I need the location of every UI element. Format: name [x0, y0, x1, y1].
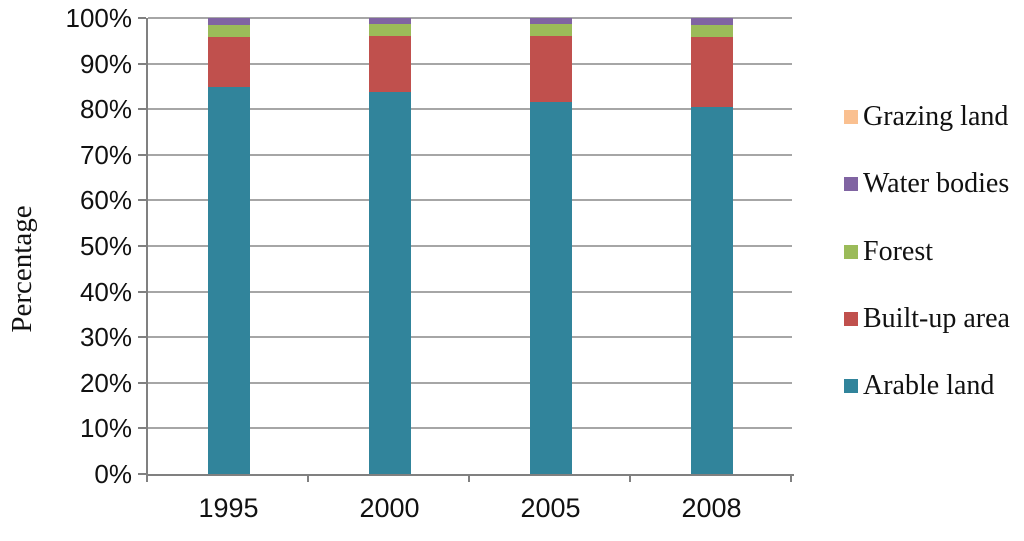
legend-label-arable-land: Arable land — [863, 370, 995, 401]
legend-item-forest: Forest — [844, 235, 933, 267]
y-tick-mark-80 — [138, 108, 146, 111]
y-tick-label-60: 60% — [79, 185, 132, 216]
legend-item-arable-land: Arable land — [844, 372, 994, 400]
y-tick-mark-70 — [138, 153, 146, 156]
bar-segment-forest-2005 — [529, 24, 572, 37]
y-tick-mark-40 — [138, 290, 146, 293]
legend-swatch-forest — [844, 244, 858, 259]
x-tick-mark-4 — [790, 474, 792, 482]
gridline-40 — [148, 290, 792, 293]
y-tick-mark-0 — [138, 473, 146, 475]
y-tick-label-100: 100% — [65, 3, 133, 33]
y-tick-label-40: 40% — [79, 276, 132, 307]
x-axis-label-2005: 2005 — [520, 493, 581, 523]
gridline-30 — [148, 336, 792, 339]
bar-segment-arable-land-2000 — [368, 92, 411, 474]
gridline-90 — [148, 62, 792, 65]
legend-label-built-up-area: Built-up area — [863, 302, 1010, 334]
bar-segment-water-bodies-2005 — [529, 18, 572, 25]
legend-item-grazing-land: Grazing land — [844, 103, 1008, 131]
legend-swatch-grazing-land — [844, 110, 858, 124]
x-tick-mark-1 — [307, 474, 309, 482]
bar-segment-built-up-area-2008 — [690, 37, 733, 108]
y-tick-mark-90 — [138, 62, 146, 65]
y-tick-label-30: 30% — [79, 322, 132, 353]
bar-segment-built-up-area-2000 — [368, 36, 411, 93]
x-tick-mark-2 — [468, 474, 470, 482]
bar-segment-forest-1995 — [207, 24, 250, 38]
bar-2008 — [690, 18, 733, 474]
x-axis-labels: 1995 2000 2005 2008 — [148, 492, 792, 524]
x-axis-label-2000: 2000 — [359, 493, 420, 523]
legend-swatch-arable-land — [844, 379, 858, 393]
plot-area — [148, 17, 792, 474]
gridline-10 — [148, 427, 792, 430]
x-axis-label-1995: 1995 — [198, 493, 259, 523]
bar-segment-forest-2008 — [690, 24, 733, 38]
gridline-80 — [148, 108, 792, 111]
gridline-20 — [148, 381, 792, 384]
y-tick-label-10: 10% — [79, 413, 132, 444]
bar-segment-built-up-area-1995 — [207, 37, 250, 88]
y-tick-label-0: 0% — [94, 459, 132, 489]
y-tick-mark-50 — [138, 245, 146, 247]
bar-2000 — [368, 18, 411, 474]
x-axis-line — [146, 474, 794, 476]
bar-segment-water-bodies-2008 — [690, 18, 733, 25]
y-tick-mark-60 — [138, 199, 146, 202]
y-tick-mark-30 — [138, 336, 146, 339]
y-tick-mark-100 — [138, 17, 146, 19]
gridline-100 — [148, 17, 792, 19]
bar-segment-water-bodies-1995 — [207, 18, 250, 25]
x-tick-mark-3 — [629, 474, 631, 482]
y-tick-label-90: 90% — [79, 48, 132, 79]
gridline-50 — [148, 245, 792, 247]
legend-label-water-bodies: Water bodies — [863, 168, 1010, 200]
bar-2005 — [529, 18, 572, 474]
y-tick-label-50: 50% — [79, 231, 132, 261]
bar-1995 — [207, 18, 250, 474]
gridline-60 — [148, 199, 792, 202]
y-tick-label-20: 20% — [79, 367, 132, 398]
y-tick-label-70: 70% — [79, 139, 132, 170]
y-tick-label-80: 80% — [79, 94, 132, 125]
bar-segment-forest-2000 — [368, 24, 411, 37]
legend-item-water-bodies: Water bodies — [844, 170, 1009, 198]
legend-item-built-up-area: Built-up area — [844, 302, 1010, 334]
bar-segment-built-up-area-2005 — [529, 36, 572, 103]
y-tick-mark-20 — [138, 381, 146, 384]
legend-swatch-built-up-area — [844, 311, 858, 326]
bar-segment-water-bodies-2000 — [368, 18, 411, 25]
x-axis-label-2008: 2008 — [681, 493, 742, 523]
y-axis-line — [146, 18, 148, 482]
legend-swatch-water-bodies — [844, 177, 858, 192]
bar-segment-arable-land-2005 — [529, 102, 572, 474]
y-tick-mark-10 — [138, 427, 146, 430]
legend-label-forest: Forest — [863, 235, 933, 267]
gridline-70 — [148, 153, 792, 156]
legend-label-grazing-land: Grazing land — [863, 101, 1009, 132]
bar-segment-arable-land-1995 — [207, 87, 250, 474]
bar-segment-arable-land-2008 — [690, 107, 733, 474]
